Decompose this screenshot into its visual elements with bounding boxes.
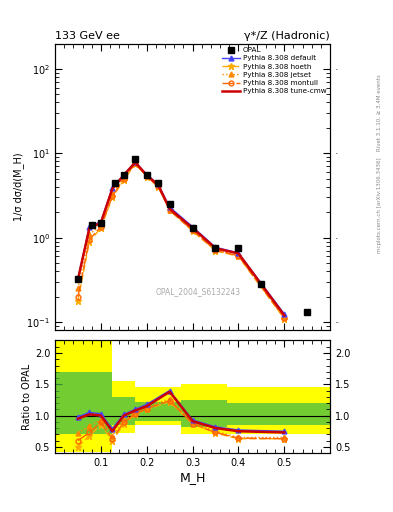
Line: Pythia 8.308 tune-cmw: Pythia 8.308 tune-cmw (78, 162, 284, 315)
OPAL (144, 172, 149, 178)
Pythia 8.308 tune-cmw (75, 276, 80, 283)
Pythia 8.308 montull (213, 247, 218, 253)
Pythia 8.308 tune-cmw (110, 186, 115, 192)
Pythia 8.308 montull (236, 253, 241, 259)
Y-axis label: 1/σ dσ/d(M_H): 1/σ dσ/d(M_H) (13, 153, 24, 221)
Pythia 8.308 default (121, 172, 126, 178)
Pythia 8.308 default (167, 204, 172, 210)
OPAL (75, 276, 80, 283)
Pythia 8.308 default (282, 311, 286, 317)
Pythia 8.308 jetset (133, 160, 138, 166)
Pythia 8.308 jetset (167, 206, 172, 212)
Pythia 8.308 default (99, 219, 103, 225)
Pythia 8.308 hoeth (99, 225, 103, 231)
Pythia 8.308 hoeth (133, 161, 138, 167)
OPAL (112, 180, 117, 186)
Line: OPAL: OPAL (75, 156, 310, 315)
OPAL (259, 281, 264, 287)
Pythia 8.308 montull (144, 173, 149, 179)
Pythia 8.308 montull (121, 176, 126, 182)
Pythia 8.308 montull (75, 293, 80, 300)
Pythia 8.308 hoeth (167, 207, 172, 214)
Legend: OPAL, Pythia 8.308 default, Pythia 8.308 hoeth, Pythia 8.308 jetset, Pythia 8.30: OPAL, Pythia 8.308 default, Pythia 8.308… (220, 46, 328, 96)
Pythia 8.308 hoeth (87, 239, 92, 245)
OPAL (133, 156, 138, 162)
OPAL (156, 180, 161, 186)
Pythia 8.308 montull (133, 160, 138, 166)
Pythia 8.308 tune-cmw (144, 172, 149, 178)
Pythia 8.308 tune-cmw (213, 245, 218, 251)
Pythia 8.308 tune-cmw (167, 206, 172, 212)
Pythia 8.308 default (110, 185, 115, 191)
Pythia 8.308 jetset (75, 285, 80, 291)
Pythia 8.308 jetset (110, 190, 115, 196)
Pythia 8.308 default (133, 159, 138, 165)
Line: Pythia 8.308 jetset: Pythia 8.308 jetset (75, 161, 287, 319)
Pythia 8.308 tune-cmw (190, 225, 195, 231)
Pythia 8.308 montull (99, 224, 103, 230)
OPAL (305, 309, 310, 315)
OPAL (99, 220, 103, 226)
Pythia 8.308 jetset (282, 314, 286, 320)
Pythia 8.308 montull (156, 183, 161, 189)
Pythia 8.308 jetset (156, 183, 161, 189)
Pythia 8.308 default (190, 224, 195, 230)
Pythia 8.308 jetset (190, 226, 195, 232)
Pythia 8.308 montull (167, 207, 172, 213)
Pythia 8.308 montull (87, 237, 92, 243)
Pythia 8.308 tune-cmw (236, 250, 241, 257)
Pythia 8.308 default (213, 244, 218, 250)
OPAL (190, 225, 195, 231)
Pythia 8.308 montull (110, 193, 115, 199)
Pythia 8.308 hoeth (236, 253, 241, 260)
Text: OPAL_2004_S6132243: OPAL_2004_S6132243 (156, 287, 241, 296)
Pythia 8.308 hoeth (75, 297, 80, 304)
Pythia 8.308 default (236, 250, 241, 256)
Pythia 8.308 hoeth (190, 228, 195, 234)
OPAL (236, 245, 241, 251)
Pythia 8.308 hoeth (121, 177, 126, 183)
OPAL (89, 222, 94, 228)
OPAL (167, 201, 172, 207)
Pythia 8.308 tune-cmw (133, 159, 138, 165)
OPAL (213, 245, 218, 251)
Pythia 8.308 jetset (144, 173, 149, 179)
Pythia 8.308 jetset (87, 231, 92, 237)
Line: Pythia 8.308 montull: Pythia 8.308 montull (75, 161, 287, 321)
Text: mcplots.cern.ch [arXiv:1306.3436]: mcplots.cern.ch [arXiv:1306.3436] (377, 157, 382, 252)
Pythia 8.308 hoeth (110, 195, 115, 201)
Pythia 8.308 jetset (236, 252, 241, 258)
Y-axis label: Ratio to OPAL: Ratio to OPAL (22, 364, 32, 430)
Text: 133 GeV ee: 133 GeV ee (55, 31, 120, 41)
Pythia 8.308 montull (282, 315, 286, 321)
Pythia 8.308 montull (190, 227, 195, 233)
X-axis label: M_H: M_H (179, 471, 206, 484)
Pythia 8.308 default (87, 224, 92, 230)
Pythia 8.308 tune-cmw (87, 225, 92, 231)
Pythia 8.308 hoeth (213, 248, 218, 254)
Pythia 8.308 hoeth (282, 315, 286, 322)
Pythia 8.308 default (144, 172, 149, 178)
Pythia 8.308 default (75, 275, 80, 282)
Line: Pythia 8.308 hoeth: Pythia 8.308 hoeth (75, 161, 287, 322)
Line: Pythia 8.308 default: Pythia 8.308 default (75, 160, 287, 316)
Pythia 8.308 jetset (213, 247, 218, 253)
Pythia 8.308 jetset (121, 175, 126, 181)
Pythia 8.308 default (156, 181, 161, 187)
OPAL (121, 172, 126, 178)
Pythia 8.308 tune-cmw (282, 312, 286, 318)
Text: Rivet 3.1.10, ≥ 3.4M events: Rivet 3.1.10, ≥ 3.4M events (377, 74, 382, 151)
Pythia 8.308 tune-cmw (121, 172, 126, 178)
Pythia 8.308 tune-cmw (156, 182, 161, 188)
Text: γ*/Z (Hadronic): γ*/Z (Hadronic) (244, 31, 330, 41)
Pythia 8.308 tune-cmw (99, 220, 103, 226)
Pythia 8.308 hoeth (156, 184, 161, 190)
Pythia 8.308 hoeth (144, 174, 149, 180)
Pythia 8.308 jetset (99, 222, 103, 228)
